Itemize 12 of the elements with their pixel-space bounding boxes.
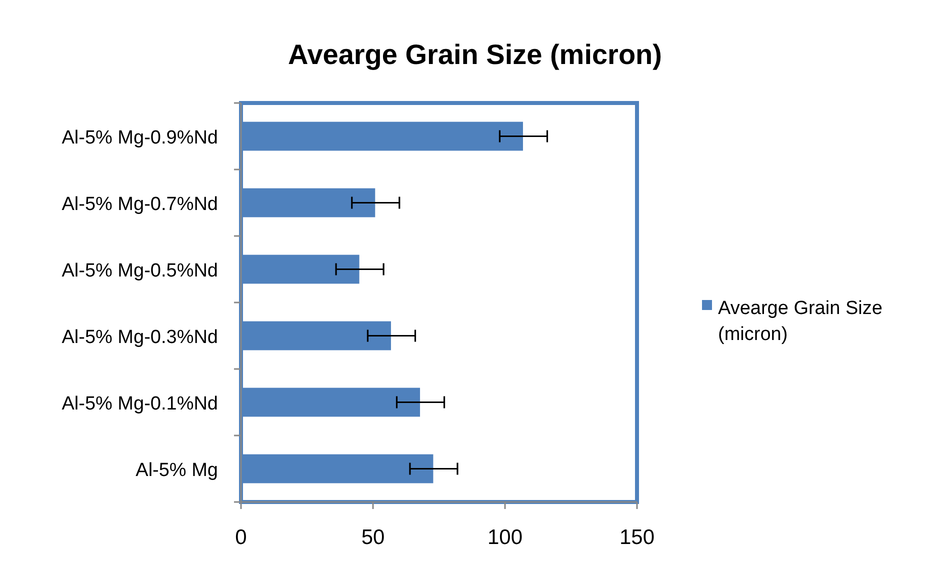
legend-label: Avearge Grain Size (micron)	[718, 298, 882, 345]
y-tick-label: Al-5% Mg-0.7%Nd	[62, 194, 218, 215]
y-tick-label: Al-5% Mg	[136, 460, 218, 481]
x-tick-label: 50	[361, 526, 385, 549]
x-tick-label: 150	[619, 526, 655, 549]
y-tick-label: Al-5% Mg-0.1%Nd	[62, 393, 218, 414]
y-tick-label: Al-5% Mg-0.5%Nd	[62, 260, 218, 282]
chart-title: Avearge Grain Size (micron)	[288, 39, 662, 70]
x-tick-label: 100	[487, 526, 523, 549]
y-tick-label: Al-5% Mg-0.3%Nd	[62, 326, 218, 348]
x-tick-label: 0	[235, 526, 247, 549]
y-tick-label: Al-5% Mg-0.9%Nd	[62, 127, 218, 148]
